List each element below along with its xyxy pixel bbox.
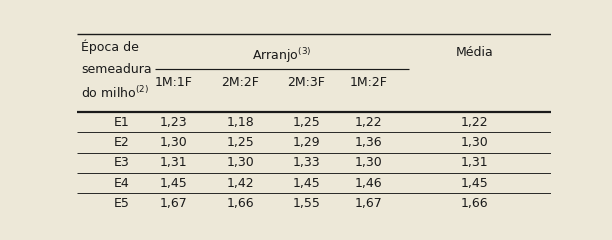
Text: 1,22: 1,22 <box>354 116 382 129</box>
Text: 1,55: 1,55 <box>293 197 321 210</box>
Text: 2M:3F: 2M:3F <box>288 76 326 89</box>
Text: 1,45: 1,45 <box>293 177 321 190</box>
Text: 1,66: 1,66 <box>226 197 254 210</box>
Text: 2M:2F: 2M:2F <box>221 76 259 89</box>
Text: Média: Média <box>456 46 494 59</box>
Text: E5: E5 <box>114 197 130 210</box>
Text: 1,30: 1,30 <box>160 136 188 149</box>
Text: E4: E4 <box>114 177 129 190</box>
Text: 1,30: 1,30 <box>354 156 382 169</box>
Text: semeadura: semeadura <box>81 63 152 76</box>
Text: 1,25: 1,25 <box>293 116 321 129</box>
Text: 1,42: 1,42 <box>226 177 254 190</box>
Text: 1M:2F: 1M:2F <box>349 76 387 89</box>
Text: 1,30: 1,30 <box>461 136 489 149</box>
Text: 1,66: 1,66 <box>461 197 489 210</box>
Text: E2: E2 <box>114 136 129 149</box>
Text: do milho$^{(2)}$: do milho$^{(2)}$ <box>81 85 149 101</box>
Text: 1,67: 1,67 <box>160 197 188 210</box>
Text: 1,45: 1,45 <box>461 177 489 190</box>
Text: Época de: Época de <box>81 40 139 54</box>
Text: 1,23: 1,23 <box>160 116 187 129</box>
Text: 1,33: 1,33 <box>293 156 320 169</box>
Text: 1,31: 1,31 <box>461 156 489 169</box>
Text: 1,45: 1,45 <box>160 177 188 190</box>
Text: 1,18: 1,18 <box>226 116 254 129</box>
Text: 1,67: 1,67 <box>354 197 382 210</box>
Text: Arranjo$^{(3)}$: Arranjo$^{(3)}$ <box>252 46 312 65</box>
Text: E3: E3 <box>114 156 129 169</box>
Text: 1,31: 1,31 <box>160 156 187 169</box>
Text: 1,22: 1,22 <box>461 116 489 129</box>
Text: 1,30: 1,30 <box>226 156 254 169</box>
Text: 1,46: 1,46 <box>354 177 382 190</box>
Text: 1M:1F: 1M:1F <box>155 76 193 89</box>
Text: 1,29: 1,29 <box>293 136 320 149</box>
Text: E1: E1 <box>114 116 129 129</box>
Text: 1,25: 1,25 <box>226 136 254 149</box>
Text: 1,36: 1,36 <box>354 136 382 149</box>
